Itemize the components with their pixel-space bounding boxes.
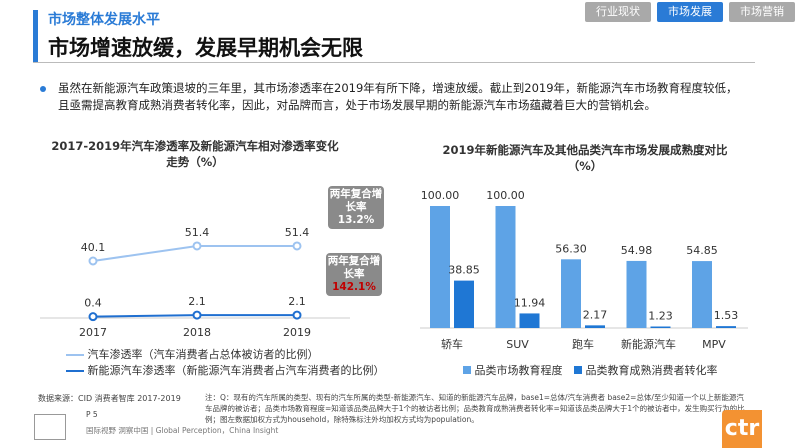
x-tick-label: 2018 <box>183 326 211 339</box>
callout-nev-cagr: 两年复合增长率 142.1% <box>326 253 382 296</box>
page-number: P 5 <box>86 410 98 419</box>
bar-value-label: 54.98 <box>621 244 653 257</box>
ctr-logo: ctr <box>722 410 762 448</box>
legend-car: 汽车渗透率（汽车消费者占总体被访者的比例） <box>66 346 319 362</box>
x-tick-label: 2017 <box>79 326 107 339</box>
bar <box>585 325 605 328</box>
data-point <box>192 310 202 320</box>
data-point <box>292 241 302 251</box>
legend-label: 汽车渗透率（汽车消费者占总体被访者的比例） <box>87 348 319 361</box>
callout-value: 13.2% <box>337 214 375 226</box>
legend-label: 新能源汽车渗透率（新能源汽车消费者占汽车消费者的比例） <box>87 364 385 377</box>
bar-value-label: 2.17 <box>583 308 608 321</box>
bar <box>454 280 474 328</box>
data-label: 51.4 <box>285 226 310 239</box>
category-label: 跑车 <box>572 337 594 351</box>
bar <box>626 260 647 328</box>
data-point <box>88 312 98 322</box>
bar <box>716 326 736 328</box>
summary-text: 虽然在新能源汽车政策退坡的三年里，其市场渗透率在2019年有所下降，增速放缓。截… <box>58 81 738 112</box>
bar-value-label: 1.53 <box>714 309 739 322</box>
accent-bar <box>33 10 38 62</box>
section-title: 市场整体发展水平 <box>48 12 160 28</box>
legend-line-icon <box>66 370 84 372</box>
line-chart-title: 2017-2019年汽车渗透率及新能源汽车相对渗透率变化走势（%） <box>51 139 339 169</box>
category-label: 新能源汽车 <box>621 337 676 351</box>
data-label: 2.1 <box>288 295 306 308</box>
certification-logo <box>34 414 66 440</box>
legend-line-icon <box>66 354 84 356</box>
data-label: 0.4 <box>84 297 102 310</box>
data-point <box>88 256 98 266</box>
x-tick-label: 2019 <box>283 326 311 339</box>
legend-conversion: 品类教育成熟消费者转化率 <box>574 362 718 378</box>
bar-value-label: 100.00 <box>421 189 460 202</box>
callout-label: 两年复合增长率 <box>327 255 381 280</box>
bar-value-label: 38.85 <box>448 264 480 277</box>
data-source: 数据来源：CID 消费者智库 2017-2019 <box>38 394 181 403</box>
tab-market-development[interactable]: 市场发展 <box>657 2 723 22</box>
bar <box>495 206 516 328</box>
category-label: SUV <box>506 338 529 351</box>
data-point <box>192 241 202 251</box>
legend-label: 品类市场教育程度 <box>474 364 563 377</box>
page-title: 市场增速放缓，发展早期机会无限 <box>48 36 363 60</box>
bar-value-label: 1.23 <box>648 309 673 322</box>
data-label: 2.1 <box>188 295 206 308</box>
legend-square-icon <box>463 366 471 374</box>
callout-car-cagr: 两年复合增长率 13.2% <box>328 186 384 229</box>
bar-value-label: 54.85 <box>686 244 718 257</box>
callout-value: 142.1% <box>332 281 376 293</box>
legend-education: 品类市场教育程度 <box>463 362 563 378</box>
data-label: 40.1 <box>81 241 106 254</box>
bar-chart-title: 2019年新能源汽车及其他品类汽车市场发展成熟度对比（%） <box>442 143 728 173</box>
category-label: 轿车 <box>441 337 463 351</box>
bar-value-label: 56.30 <box>555 242 587 255</box>
slogan: 国际视野 洞察中国 | Global Perception，China Insi… <box>86 426 279 435</box>
legend-nev: 新能源汽车渗透率（新能源汽车消费者占汽车消费者的比例） <box>66 362 385 378</box>
bullet-icon <box>40 86 46 92</box>
bar <box>430 206 450 328</box>
bar <box>650 326 671 328</box>
legend-label: 品类教育成熟消费者转化率 <box>585 364 718 377</box>
callout-label: 两年复合增长率 <box>329 188 383 213</box>
bar <box>692 261 712 328</box>
tab-market-marketing[interactable]: 市场营销 <box>729 2 795 22</box>
bar <box>519 313 540 328</box>
bar <box>561 259 581 328</box>
tab-industry-status[interactable]: 行业现状 <box>585 2 651 22</box>
footnote: 注：Q：现有的汽车所属的类型、现有的汽车所属的类型-新能源汽车、知道的新能源汽车… <box>205 393 745 424</box>
data-point <box>292 310 302 320</box>
bar-value-label: 100.00 <box>486 189 525 202</box>
divider <box>33 62 755 63</box>
data-label: 51.4 <box>185 226 210 239</box>
bar-value-label: 11.94 <box>514 296 546 309</box>
category-label: MPV <box>702 338 726 351</box>
legend-square-icon <box>574 366 582 374</box>
